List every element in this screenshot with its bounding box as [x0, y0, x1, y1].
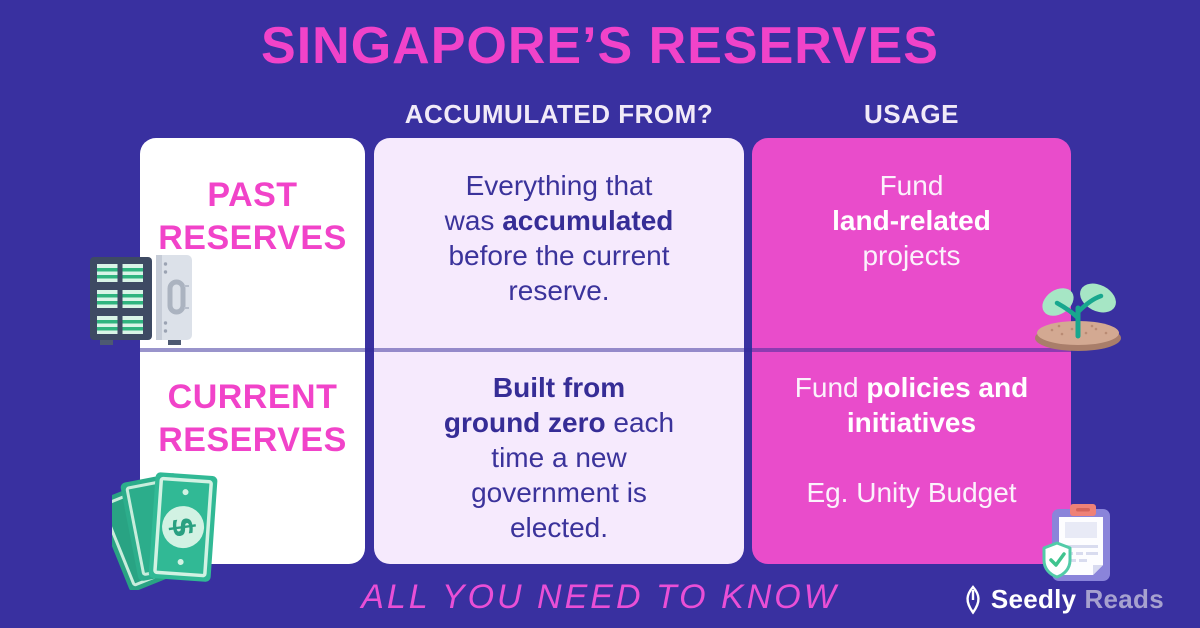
svg-text:$: $	[164, 514, 202, 540]
current-reserves-label: CURRENT RESERVES	[158, 378, 347, 459]
cell-current-usage: Fund policies and initiatives Eg. Unity Bu…	[752, 352, 1071, 564]
current-usage-text: Fund policies and initiatives Eg. Unity Bu…	[794, 372, 1029, 508]
past-usage-text: Fund land-related projects	[832, 170, 991, 271]
cell-current-reserves: CURRENT RESERVES	[140, 352, 365, 564]
column-header-usage: USAGE	[864, 99, 959, 129]
seedly-logo: Seedly Reads	[961, 584, 1164, 615]
column-header-accumulated-from: ACCUMULATED FROM?	[404, 99, 714, 129]
past-reserves-label: PAST RESERVES	[158, 176, 347, 257]
tagline: ALL YOU NEED TO KNOW	[361, 578, 839, 616]
brand-name: Seedly	[990, 584, 1077, 614]
money-icon: $	[95, 468, 224, 595]
sprout-icon	[1032, 282, 1124, 357]
row-divider	[140, 348, 1071, 352]
cell-current-accumulated-from: Built from ground zero each time a new gove…	[374, 352, 744, 564]
cell-past-usage: Fund land-related projects	[752, 138, 1071, 348]
past-accumulated-from-text: Everything that was accumulated before the…	[444, 170, 674, 306]
clipboard-shield-icon	[1040, 503, 1118, 592]
current-accumulated-from-text: Built from ground zero each time a new gove…	[443, 372, 675, 543]
page-title: SINGAPORE’S RESERVES	[261, 17, 939, 75]
cell-past-reserves: PAST RESERVES	[140, 138, 365, 348]
brand-suffix: Reads	[1084, 584, 1164, 614]
shield-check-icon	[1042, 541, 1072, 579]
cell-past-accumulated-from: Everything that was accumulated before the…	[374, 138, 744, 348]
seedly-leaf-icon	[961, 584, 985, 615]
safe-icon	[86, 255, 196, 352]
